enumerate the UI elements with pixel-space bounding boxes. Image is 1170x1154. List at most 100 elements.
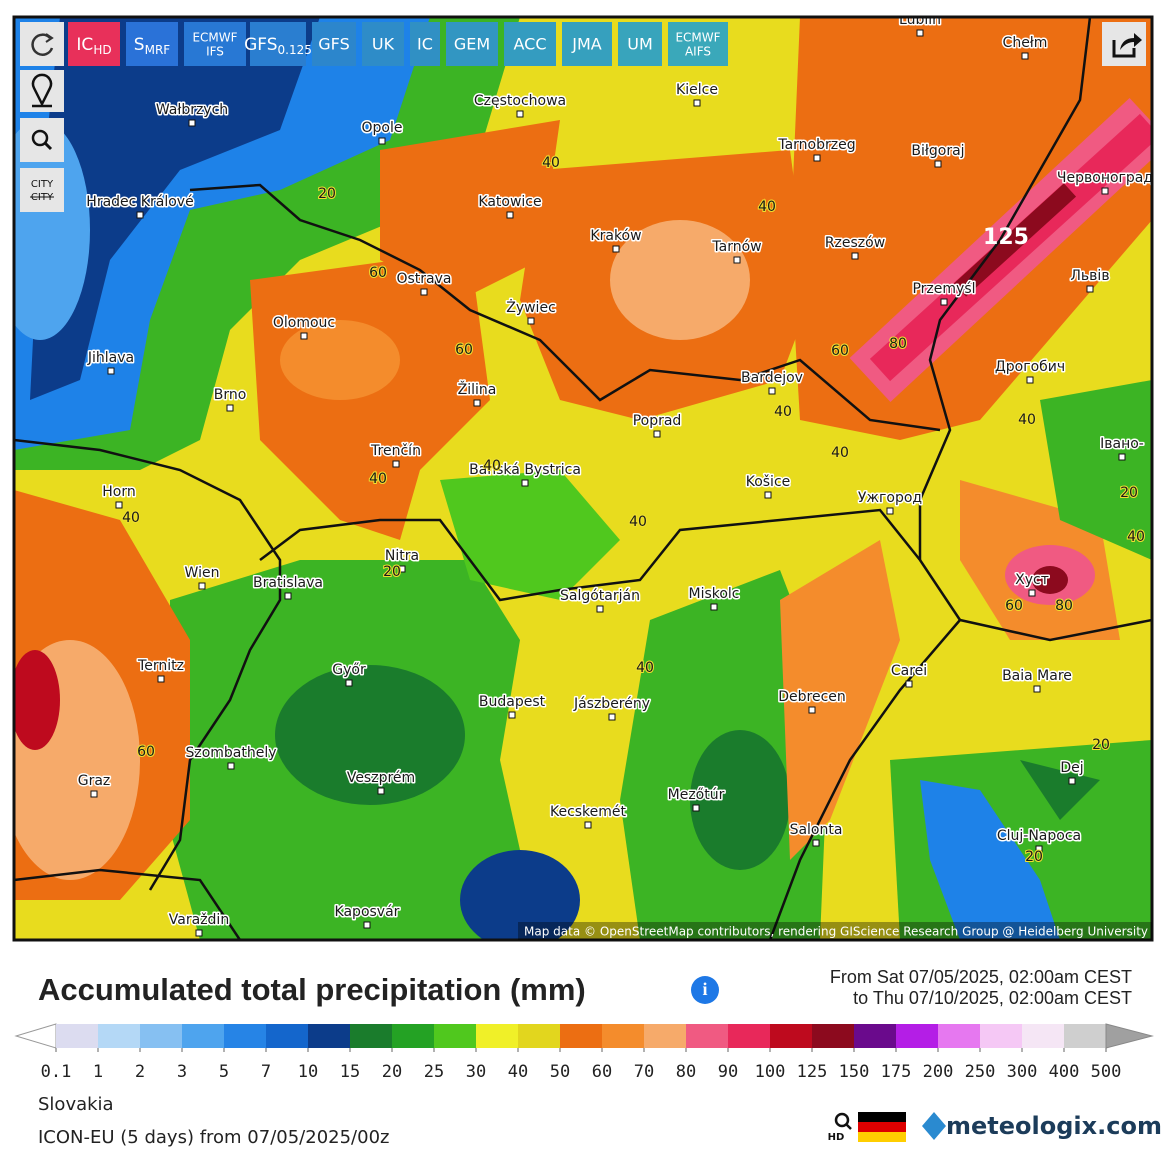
contour-label: 60 (369, 265, 387, 281)
contour-label: 20 (383, 564, 401, 580)
model-name: GEM (454, 35, 490, 54)
contour-label: 20 (1025, 849, 1043, 865)
city-label: Katowice (478, 194, 541, 210)
city-label: Košice (746, 474, 791, 490)
model-sub: IFS (206, 45, 224, 59)
city-label: Baia Mare (1002, 668, 1072, 684)
city-marker (377, 787, 385, 795)
city-label: Horn (102, 484, 135, 500)
city-marker (363, 921, 371, 929)
legend-tick-label: 150 (839, 1062, 870, 1082)
legend-tick-label: 175 (881, 1062, 912, 1082)
city-marker (300, 332, 308, 340)
city-label: Győr (332, 662, 366, 678)
city-marker (198, 582, 206, 590)
city-label: Ostrava (396, 271, 451, 287)
legend-tick-label: 200 (923, 1062, 954, 1082)
legend-swatch (182, 1024, 225, 1048)
city-marker (768, 387, 776, 395)
model-button[interactable] (504, 22, 556, 66)
city-marker (157, 675, 165, 683)
legend-swatch (938, 1024, 981, 1048)
legend-swatch (686, 1024, 729, 1048)
model-button[interactable] (362, 22, 404, 66)
contour-label: 40 (1018, 412, 1036, 428)
legend-swatch (980, 1024, 1023, 1048)
legend-tick-label: 7 (261, 1062, 271, 1082)
city-label: Biłgoraj (911, 143, 964, 159)
model-name: ACC (513, 35, 546, 54)
legend-swatch (350, 1024, 393, 1048)
city-marker (692, 804, 700, 812)
city-marker (1028, 589, 1036, 597)
legend-tick-label: 125 (797, 1062, 828, 1082)
contour-label: 40 (369, 471, 387, 487)
legend-over (1105, 1023, 1154, 1049)
model-name: UM (627, 35, 653, 54)
attribution: Map data © OpenStreetMap contributors, r… (524, 925, 1148, 939)
model-button[interactable] (668, 22, 728, 66)
city-label: Olomouc (273, 315, 335, 331)
model-button[interactable] (184, 22, 246, 66)
city-label: Debrecen (778, 689, 846, 705)
legend-tick-label: 20 (382, 1062, 402, 1082)
city-label: Banská Bystrica (469, 462, 581, 478)
legend-swatch (560, 1024, 603, 1048)
city-toggle-button[interactable] (20, 168, 64, 212)
city-label: Miskolc (688, 586, 739, 602)
city-marker (527, 317, 535, 325)
city-marker (916, 29, 924, 37)
refresh-button[interactable] (20, 22, 64, 66)
city-marker (612, 245, 620, 253)
city-label: Jihlava (87, 350, 134, 366)
city-marker (1021, 52, 1029, 60)
legend-title: Accumulated total precipitation (mm) (38, 972, 586, 1007)
city-marker (90, 790, 98, 798)
city-marker (596, 605, 604, 613)
model-button[interactable] (410, 22, 440, 66)
legend-tick-label: 0.1 (41, 1062, 72, 1082)
city-marker (284, 592, 292, 600)
model-button[interactable] (618, 22, 662, 66)
zoom-button[interactable] (20, 118, 64, 162)
model-button[interactable] (312, 22, 356, 66)
info-icon[interactable] (691, 976, 719, 1004)
city-marker (378, 137, 386, 145)
model-name: IC (417, 35, 433, 54)
city-label: Tarnobrzeg (777, 137, 855, 153)
model-button[interactable] (562, 22, 612, 66)
legend-tick-label: 100 (755, 1062, 786, 1082)
city-label: Hradec Králové (86, 194, 193, 210)
model-button-label: ICHD (76, 35, 111, 57)
city-marker (934, 160, 942, 168)
model-name: JMA (571, 35, 602, 54)
model-button[interactable] (68, 22, 120, 66)
hd-label: HD (828, 1132, 845, 1143)
legend-swatch (476, 1024, 519, 1048)
city-label: Wałbrzych (156, 102, 228, 118)
model-button[interactable] (446, 22, 498, 66)
legend-tick-label: 40 (508, 1062, 528, 1082)
contour-label: 40 (629, 514, 647, 530)
city-marker (608, 713, 616, 721)
city-marker (584, 821, 592, 829)
brand[interactable]: meteologix.com (946, 1112, 1162, 1140)
city-marker (1033, 685, 1041, 693)
legend-swatch (770, 1024, 813, 1048)
contour-label: 20 (318, 186, 336, 202)
city-marker (521, 479, 529, 487)
city-label: Ternitz (137, 658, 184, 674)
model-button[interactable] (250, 22, 306, 66)
city-label: Budapest (479, 694, 546, 710)
city-label: Chełm (1003, 35, 1048, 51)
model-button[interactable] (126, 22, 178, 66)
city-label: Bratislava (253, 575, 323, 591)
city-label: Mezőtúr (668, 787, 725, 803)
city-label: Szombathely (185, 745, 276, 761)
legend-tick-label: 3 (177, 1062, 187, 1082)
city-marker (195, 929, 203, 937)
legend-swatch (266, 1024, 309, 1048)
precipitation-map[interactable]: Wałbrzych Opole Częstochowa Kielce Lublin Che… (0, 12, 1153, 950)
city-toggle-label: CITY (31, 179, 54, 190)
city-marker (506, 211, 514, 219)
